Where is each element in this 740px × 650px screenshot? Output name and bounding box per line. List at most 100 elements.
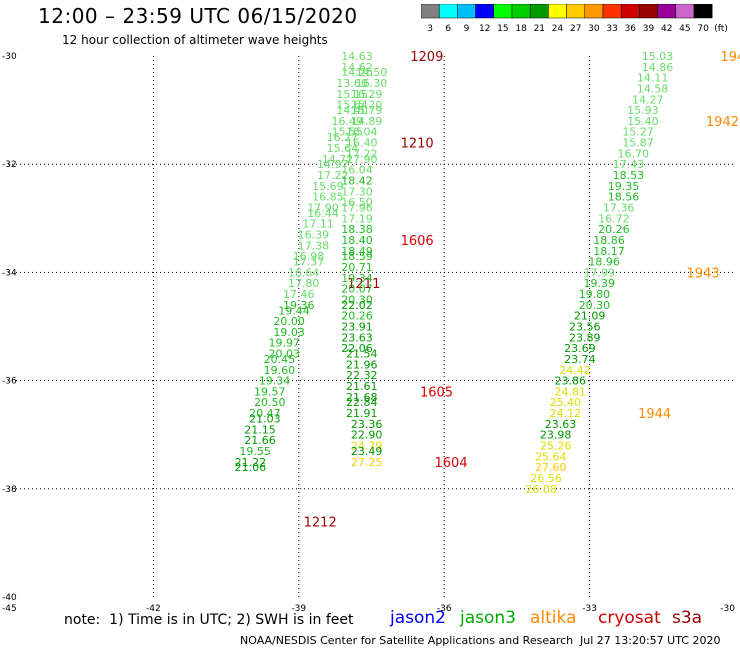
wave-height-value: 16.29 [351, 88, 383, 101]
scale-level-label: 21 [534, 24, 545, 34]
scale-level-label: 33 [606, 24, 617, 34]
wave-height-value: 16.40 [346, 137, 378, 150]
scale-level-label: 70 [697, 24, 709, 34]
wave-height-value: 22.06 [341, 342, 373, 355]
wave-height-value: 16.50 [341, 196, 373, 209]
wave-height-value: 20.50 [254, 396, 286, 409]
wave-height-value: 19.80 [579, 288, 611, 301]
scale-level-label: 36 [625, 24, 637, 34]
wave-height-value: 23.86 [554, 375, 586, 388]
wave-height-value: 24.12 [550, 407, 582, 420]
satellite-s3a-label: s3a [672, 608, 703, 628]
x-tick-label: -39 [291, 604, 306, 614]
wave-height-value: 14.27 [632, 93, 664, 106]
wave-height-value: 16.72 [598, 212, 630, 225]
wave-height-value: 19.36 [283, 299, 315, 312]
wave-height-value: 15.55 [332, 126, 364, 139]
wave-height-value: 19.55 [239, 445, 271, 458]
wave-height-value: 19.34 [341, 272, 373, 285]
wave-height-value: 14.26 [341, 66, 373, 79]
wave-height-value: 14.11 [637, 72, 669, 85]
wave-height-value: 16.64 [288, 266, 320, 279]
wave-height-value: 14.97 [317, 158, 349, 171]
wave-height-value: 18.42 [341, 174, 373, 187]
wave-height-value: 17.11 [302, 218, 334, 231]
wave-height-value: 15.20 [351, 99, 383, 112]
wave-height-value: 23.69 [564, 342, 596, 355]
wave-height-value: 18.86 [593, 234, 625, 247]
pass-time-label: 1942 [706, 115, 739, 130]
scale-level-label: 42 [661, 24, 672, 34]
wave-height-value: 24.81 [554, 385, 586, 398]
wave-height-value: 19.97 [269, 337, 301, 350]
wave-height-value: 18.38 [341, 223, 373, 236]
x-tick-label: -36 [437, 604, 452, 614]
wave-height-value: 17.36 [603, 201, 635, 214]
wave-height-value: 17.99 [584, 266, 616, 279]
wave-height-value: 23.63 [545, 418, 577, 431]
pass-time-label: 1604 [435, 456, 468, 471]
wave-height-value: 16.49 [332, 115, 364, 128]
pass-time-label: 1605 [420, 385, 453, 400]
x-tick-label: -30 [720, 604, 735, 614]
wave-height-value: 17.90 [346, 153, 378, 166]
footer-note: note: 1) Time is in UTC; 2) SWH is in fe… [64, 612, 354, 628]
wave-height-value: 13.60 [336, 77, 368, 90]
wave-height-value: 24.42 [559, 364, 591, 377]
wave-height-value: 21.22 [235, 456, 267, 469]
wave-height-value: 16.27 [327, 131, 359, 144]
wave-height-value: 15.15 [336, 88, 368, 101]
wave-height-value: 18.40 [341, 234, 373, 247]
wave-height-value: 16.30 [356, 77, 388, 90]
wave-height-value: 21.06 [235, 461, 267, 474]
wave-height-value: 20.30 [341, 293, 373, 306]
wave-height-value: 25.40 [550, 396, 582, 409]
wave-height-value: 26.08 [525, 483, 557, 496]
wave-height-value: 18.96 [588, 256, 620, 269]
wave-height-value: 20.71 [341, 261, 373, 274]
wave-height-value: 18.53 [613, 169, 645, 182]
scale-level-label: 27 [570, 24, 581, 34]
satellite-altika-label: altika [530, 608, 577, 628]
wave-height-value: 19.57 [254, 385, 286, 398]
wave-height-value: 15.03 [642, 50, 674, 63]
satellite-cryosat-label: cryosat [598, 608, 661, 628]
y-tick-label: -38 [2, 485, 17, 495]
pass-time-label: 1210 [401, 137, 434, 152]
wave-height-value: 21.15 [244, 423, 276, 436]
chart-subtitle: 12 hour collection of altimeter wave hei… [62, 33, 328, 47]
satellite-jason3-label: jason3 [460, 608, 516, 628]
wave-height-value: 14.89 [351, 115, 383, 128]
wave-height-value: 14.50 [356, 66, 388, 79]
wave-height-value: 19.60 [264, 364, 296, 377]
wave-height-value: 23.49 [351, 445, 383, 458]
wave-height-value: 14.62 [341, 61, 373, 74]
wave-height-value: 20.03 [269, 348, 301, 361]
wave-height-value: 22.02 [341, 299, 373, 312]
wave-height-value: 17.46 [283, 288, 315, 301]
wave-height-value: 17.22 [346, 147, 378, 160]
scale-level-label: 30 [588, 24, 600, 34]
wave-height-value: 18.49 [341, 245, 373, 258]
scale-level-label: 12 [479, 24, 490, 34]
wave-height-value: 21.09 [574, 310, 606, 323]
wave-height-value: 27.25 [351, 456, 383, 469]
color-scale-legend: 3 6 9 12 15 18 21 24 27 30 33 36 39 42 45 70 (ft) [421, 4, 728, 34]
wave-height-value: 14.72 [322, 153, 354, 166]
wave-height-value: 23.89 [569, 331, 601, 344]
wave-height-value: 19.39 [584, 277, 616, 290]
pass-time-label: 1212 [304, 515, 337, 530]
wave-height-value: 21.03 [249, 412, 281, 425]
x-tick-label: -33 [582, 604, 597, 614]
wave-height-value: 15.93 [627, 104, 659, 117]
wave-height-value: 19.03 [273, 326, 305, 339]
pass-time-label: 1944 [638, 407, 671, 422]
wave-height-value: 21.91 [346, 407, 378, 420]
wave-height-value: 16.70 [617, 147, 649, 160]
wave-height-value: 25.64 [535, 450, 567, 463]
wave-height-value: 18.17 [593, 245, 625, 258]
wave-height-value: 22.32 [346, 369, 378, 382]
pass-time-label: 1941 [720, 50, 740, 65]
wave-height-value: 20.07 [341, 283, 373, 296]
